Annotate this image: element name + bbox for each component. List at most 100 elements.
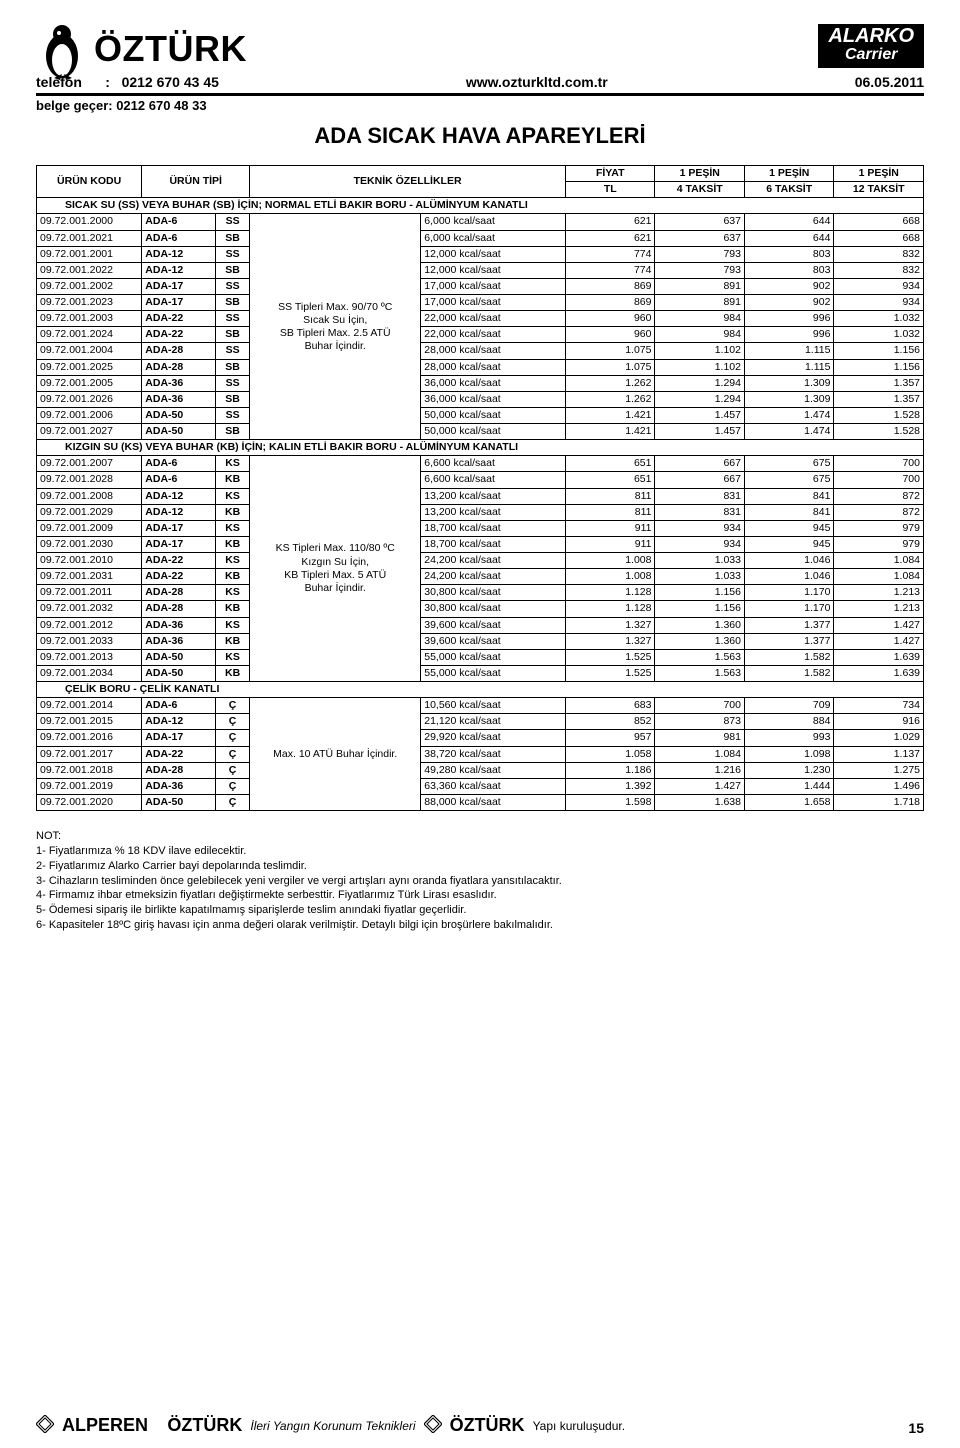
cell: 996 (744, 327, 833, 343)
cell: ADA-22 (142, 569, 216, 585)
note-line: 2- Fiyatlarımız Alarko Carrier bayi depo… (36, 859, 924, 874)
table-row: 09.72.001.2031ADA-22KB24,200 kcal/saat1.… (37, 569, 924, 585)
cell: 1.457 (655, 407, 744, 423)
cell: 873 (655, 714, 744, 730)
cell: KB (215, 665, 249, 681)
cell: 945 (744, 536, 833, 552)
cell: 1.294 (655, 375, 744, 391)
cell: 1.262 (566, 375, 655, 391)
cell: 1.457 (655, 424, 744, 440)
table-row: 09.72.001.2023ADA-17SB17,000 kcal/saat86… (37, 295, 924, 311)
cell: SB (215, 295, 249, 311)
cell: ADA-50 (142, 424, 216, 440)
cell: 1.528 (834, 407, 924, 423)
cell: 09.72.001.2018 (37, 762, 142, 778)
cell: 831 (655, 488, 744, 504)
footer-alperen: ALPEREN (62, 1415, 148, 1436)
cell: 09.72.001.2015 (37, 714, 142, 730)
cell: 09.72.001.2022 (37, 262, 142, 278)
cell: Ç (215, 746, 249, 762)
th-p2b: 6 TAKSİT (744, 182, 833, 198)
cell: ADA-6 (142, 214, 216, 230)
table-row: 09.72.001.2004ADA-28SS28,000 kcal/saat1.… (37, 343, 924, 359)
cell: 1.156 (834, 359, 924, 375)
page-number: 15 (908, 1420, 924, 1436)
diamond-icon (36, 1415, 54, 1436)
cell: 1.156 (834, 343, 924, 359)
cell: 1.639 (834, 665, 924, 681)
cell: 09.72.001.2030 (37, 536, 142, 552)
cell: 28,000 kcal/saat (421, 343, 566, 359)
cell: 88,000 kcal/saat (421, 794, 566, 810)
th-p3a: 1 PEŞİN (834, 166, 924, 182)
cell: 1.046 (744, 553, 833, 569)
cell: SS (215, 343, 249, 359)
cell: 709 (744, 698, 833, 714)
cell: KB (215, 569, 249, 585)
cell: 1.275 (834, 762, 924, 778)
cell: 1.156 (655, 585, 744, 601)
table-row: 09.72.001.2013ADA-50KS55,000 kcal/saat1.… (37, 649, 924, 665)
cell: 1.327 (566, 633, 655, 649)
cell: 668 (834, 214, 924, 230)
contact-row: telefon : 0212 670 43 45 www.ozturkltd.c… (36, 74, 924, 90)
cell: 1.029 (834, 730, 924, 746)
cell: 09.72.001.2011 (37, 585, 142, 601)
spec-line: Buhar İçindir. (253, 340, 417, 353)
cell: 1.230 (744, 762, 833, 778)
note-line: 5- Ödemesi sipariş ile birlikte kapatılm… (36, 903, 924, 918)
table-row: 09.72.001.2019ADA-36Ç63,360 kcal/saat1.3… (37, 778, 924, 794)
cell: 22,000 kcal/saat (421, 311, 566, 327)
cell: 09.72.001.2008 (37, 488, 142, 504)
cell: SB (215, 391, 249, 407)
cell: 675 (744, 456, 833, 472)
table-head: ÜRÜN KODU ÜRÜN TİPİ TEKNİK ÖZELLİKLER Fİ… (37, 166, 924, 198)
cell: SS (215, 311, 249, 327)
cell: ADA-17 (142, 295, 216, 311)
cell: KS (215, 617, 249, 633)
cell: 1.639 (834, 649, 924, 665)
spec-wrap: KS Tipleri Max. 110/80 ºCKızgın Su İçin,… (253, 542, 417, 595)
cell: 984 (655, 327, 744, 343)
phone-value: 0212 670 43 45 (122, 74, 219, 90)
cell: ADA-28 (142, 359, 216, 375)
cell: KS (215, 649, 249, 665)
cell: 1.474 (744, 407, 833, 423)
cell: KB (215, 601, 249, 617)
th-p2a: 1 PEŞİN (744, 166, 833, 182)
spec-wrap: SS Tipleri Max. 90/70 ºCSıcak Su İçin,SB… (253, 301, 417, 354)
cell: 1.525 (566, 649, 655, 665)
cell: 734 (834, 698, 924, 714)
cell: 869 (566, 278, 655, 294)
cell: 09.72.001.2012 (37, 617, 142, 633)
spec-line: KS Tipleri Max. 110/80 ºC (253, 542, 417, 555)
cell: KB (215, 504, 249, 520)
cell: 09.72.001.2029 (37, 504, 142, 520)
header: ÖZTÜRK ALARKO Carrier (36, 28, 924, 70)
note-line: 4- Firmamız ihbar etmeksizin fiyatları d… (36, 888, 924, 903)
diamond-icon-2 (424, 1415, 442, 1436)
cell: 1.156 (655, 601, 744, 617)
cell: 09.72.001.2014 (37, 698, 142, 714)
cell: 1.360 (655, 633, 744, 649)
footer-brand3: ÖZTÜRK (450, 1415, 525, 1436)
spec-line: Kızgın Su İçin, (253, 556, 417, 569)
cell: 979 (834, 520, 924, 536)
cell: 1.213 (834, 601, 924, 617)
cell: 984 (655, 311, 744, 327)
cell: 50,000 kcal/saat (421, 407, 566, 423)
notes-heading: NOT: (36, 829, 924, 844)
cell: 852 (566, 714, 655, 730)
cell: ADA-6 (142, 456, 216, 472)
th-tl: TL (566, 182, 655, 198)
cell: ADA-36 (142, 375, 216, 391)
table-row: 09.72.001.2020ADA-50Ç88,000 kcal/saat1.5… (37, 794, 924, 810)
cell: SS (215, 278, 249, 294)
note-line: 1- Fiyatlarımıza % 18 KDV ilave edilecek… (36, 844, 924, 859)
cell: SB (215, 424, 249, 440)
table-row: 09.72.001.2029ADA-12KB13,200 kcal/saat81… (37, 504, 924, 520)
cell: 832 (834, 246, 924, 262)
cell: 831 (655, 504, 744, 520)
cell: 1.377 (744, 617, 833, 633)
cell: 1.046 (744, 569, 833, 585)
